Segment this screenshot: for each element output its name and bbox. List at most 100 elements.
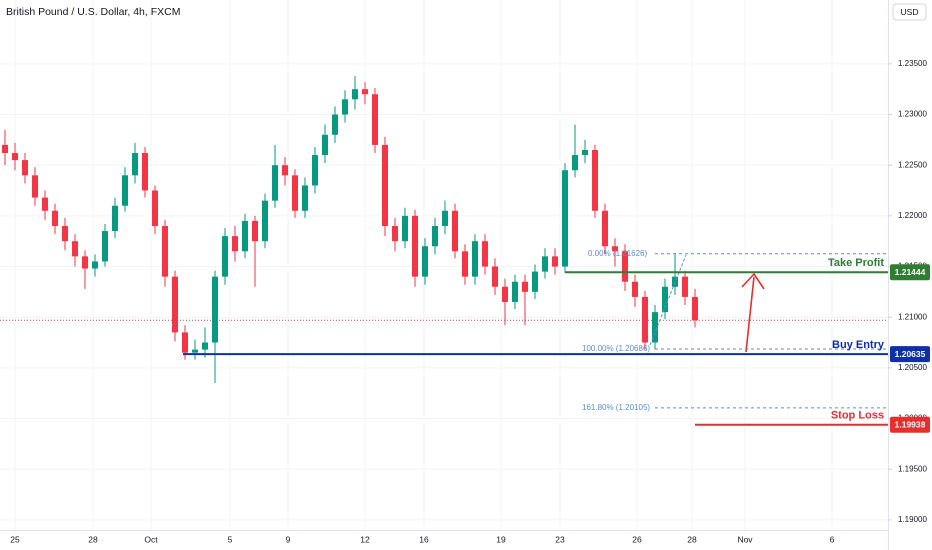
candle-body <box>102 231 108 262</box>
arrow-head <box>741 272 765 290</box>
y-tick-label: 1.23500 <box>898 59 927 68</box>
candle-body <box>592 149 598 211</box>
candle-body <box>142 153 148 191</box>
chart-title: British Pound / U.S. Dollar, 4h, FXCM <box>6 6 180 18</box>
candle-body <box>382 144 388 226</box>
candle-body <box>642 296 648 343</box>
candle-body <box>522 281 528 292</box>
candle-body <box>132 153 138 176</box>
level-name: Buy Entry <box>832 339 885 351</box>
candle-body <box>112 205 118 232</box>
x-tick-label: 23 <box>555 534 565 544</box>
candle-body <box>312 155 318 186</box>
y-tick-label: 1.22500 <box>898 160 927 169</box>
x-tick-label: 12 <box>360 534 370 544</box>
fib-trend-line <box>649 254 687 346</box>
x-tick-label: 9 <box>286 534 291 544</box>
candle-body <box>462 251 468 277</box>
candle-body <box>422 246 428 277</box>
candle-body <box>472 241 478 277</box>
candle-body <box>12 153 18 161</box>
candle-body <box>92 261 98 269</box>
candle-body <box>82 256 88 269</box>
price-tag-label: 1.21444 <box>895 267 926 277</box>
fib-label: 100.00% (1.20686) <box>582 344 650 353</box>
candle-body <box>442 210 448 226</box>
candle-body <box>482 241 488 267</box>
price-tag <box>890 346 930 363</box>
fib-label: 0.00% (1.21626) <box>588 249 647 258</box>
level-name: Stop Loss <box>831 410 884 422</box>
candle-body <box>412 215 418 277</box>
candle-body <box>532 271 538 292</box>
candle-body <box>562 170 568 267</box>
candle-body <box>542 256 548 272</box>
x-tick-label: 16 <box>419 534 429 544</box>
candle-body <box>512 281 518 302</box>
y-tick-label: 1.23000 <box>898 110 927 119</box>
fib-label: 161.80% (1.20105) <box>582 403 650 412</box>
candle-body <box>582 149 588 156</box>
candle-body <box>342 99 348 115</box>
candle-body <box>42 197 48 211</box>
candle-body <box>682 276 688 297</box>
y-tick-label: 1.21000 <box>898 312 927 321</box>
candle-body <box>232 236 238 252</box>
currency-box[interactable] <box>892 3 927 21</box>
candle-body <box>212 276 218 343</box>
candle-body <box>172 276 178 333</box>
candle-body <box>352 89 358 100</box>
candle-body <box>552 256 558 267</box>
x-tick-label: Nov <box>737 534 753 544</box>
price-tag <box>890 416 930 433</box>
x-tick-label: 28 <box>687 534 697 544</box>
candle-body <box>182 332 188 353</box>
arrow-shaft <box>745 276 755 353</box>
candle-body <box>492 266 498 287</box>
arrow <box>741 272 765 353</box>
candle-body <box>452 210 458 252</box>
y-tick-label: 1.19500 <box>898 464 927 473</box>
x-tick-label: Oct <box>144 534 158 544</box>
candle-body <box>242 220 248 252</box>
candle-body <box>302 185 308 211</box>
candle-body <box>402 215 408 242</box>
marks <box>2 76 698 384</box>
y-tick-label: 1.19000 <box>898 515 927 524</box>
candle-body <box>622 251 628 282</box>
candle-body <box>152 190 158 226</box>
price-tag-label: 1.19938 <box>895 420 926 430</box>
grid <box>0 0 888 530</box>
x-tick-label: 19 <box>496 534 506 544</box>
candle-body <box>272 165 278 201</box>
candle-body <box>332 114 338 135</box>
candle-body <box>432 225 438 247</box>
candle-body <box>162 225 168 277</box>
candle-body <box>32 175 38 198</box>
candle-body <box>292 175 298 211</box>
candle-body <box>192 349 198 353</box>
y-tick-label: 1.20500 <box>898 363 927 372</box>
candle-body <box>372 94 378 145</box>
candle-body <box>602 210 608 247</box>
candle-body <box>222 236 228 277</box>
candle-body <box>662 286 668 313</box>
x-tick-label: 28 <box>88 534 98 544</box>
candle-body <box>252 220 258 242</box>
candle-body <box>692 296 698 321</box>
candle-body <box>392 225 398 242</box>
candle-body <box>502 286 508 302</box>
candle-body <box>672 276 678 287</box>
y-tick-label: 1.22000 <box>898 211 927 220</box>
candle-body <box>262 200 268 242</box>
x-tick-label: 6 <box>830 534 835 544</box>
candle-body <box>612 246 618 252</box>
candle-body <box>282 165 288 176</box>
candle-body <box>362 89 368 95</box>
candle-body <box>22 160 28 176</box>
x-tick-label: 25 <box>10 534 20 544</box>
currency[interactable]: USD <box>901 7 919 17</box>
candle-body <box>572 155 578 171</box>
candle-body <box>62 225 68 242</box>
